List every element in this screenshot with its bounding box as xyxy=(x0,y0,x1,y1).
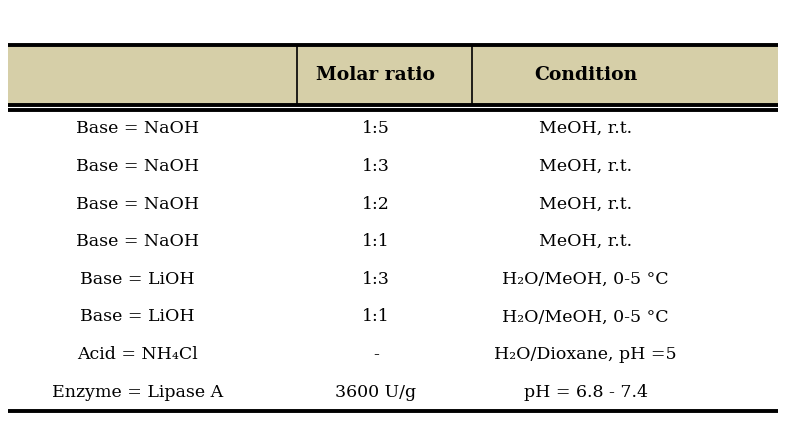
Text: MeOH, r.t.: MeOH, r.t. xyxy=(539,158,632,175)
Text: H₂O/MeOH, 0-5 °C: H₂O/MeOH, 0-5 °C xyxy=(502,308,669,325)
Text: MeOH, r.t.: MeOH, r.t. xyxy=(539,233,632,250)
Text: pH = 6.8 - 7.4: pH = 6.8 - 7.4 xyxy=(523,383,648,401)
Text: Condition: Condition xyxy=(534,66,637,84)
Text: MeOH, r.t.: MeOH, r.t. xyxy=(539,196,632,213)
Text: -: - xyxy=(373,346,379,363)
Text: 1:5: 1:5 xyxy=(362,120,390,137)
Text: 1:1: 1:1 xyxy=(362,233,390,250)
Text: Base = NaOH: Base = NaOH xyxy=(76,120,199,137)
Text: H₂O/MeOH, 0-5 °C: H₂O/MeOH, 0-5 °C xyxy=(502,271,669,288)
Text: MeOH, r.t.: MeOH, r.t. xyxy=(539,120,632,137)
Text: Enzyme = Lipase A: Enzyme = Lipase A xyxy=(52,383,223,401)
Text: Base = NaOH: Base = NaOH xyxy=(76,158,199,175)
Text: Acid = NH₄Cl: Acid = NH₄Cl xyxy=(77,346,198,363)
Text: 1:2: 1:2 xyxy=(362,196,390,213)
Text: Molar ratio: Molar ratio xyxy=(316,66,435,84)
Text: 1:3: 1:3 xyxy=(362,271,390,288)
Text: Base = NaOH: Base = NaOH xyxy=(76,196,199,213)
Text: Base = LiOH: Base = LiOH xyxy=(80,308,195,325)
Text: 1:1: 1:1 xyxy=(362,308,390,325)
Text: 1:3: 1:3 xyxy=(362,158,390,175)
Text: 3600 U/g: 3600 U/g xyxy=(335,383,417,401)
Text: Base = LiOH: Base = LiOH xyxy=(80,271,195,288)
Text: H₂O/Dioxane, pH =5: H₂O/Dioxane, pH =5 xyxy=(494,346,677,363)
Text: Base = NaOH: Base = NaOH xyxy=(76,233,199,250)
Bar xyxy=(8,45,778,105)
